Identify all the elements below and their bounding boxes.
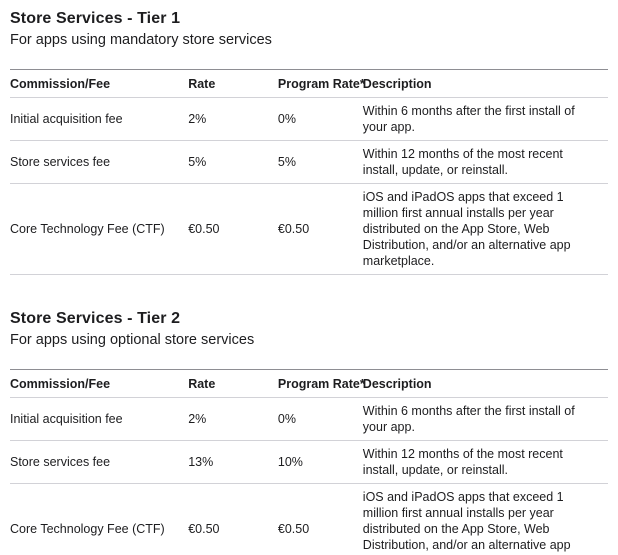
col-header-description: Description bbox=[362, 69, 608, 99]
table-row-initial-acquisition-fee: Initial acquisition fee 2% 0% Within 6 m… bbox=[10, 97, 608, 142]
program-rate-cell: €0.50 bbox=[277, 483, 363, 555]
tier-1-section: Store Services - Tier 1 For apps using m… bbox=[10, 9, 608, 276]
col-header-commission-fee: Commission/Fee bbox=[10, 69, 189, 99]
col-header-commission-fee: Commission/Fee bbox=[10, 369, 189, 399]
rate-cell: 5% bbox=[188, 140, 278, 185]
description-cell: Within 6 months after the first install … bbox=[362, 97, 608, 142]
program-rate-cell: €0.50 bbox=[277, 183, 363, 276]
program-rate-cell: 5% bbox=[277, 140, 363, 185]
rate-cell: €0.50 bbox=[188, 183, 278, 276]
description-cell: Within 6 months after the first install … bbox=[362, 397, 608, 442]
rate-cell: 2% bbox=[188, 97, 278, 142]
table-header-row: Commission/Fee Rate Program Rate* Descri… bbox=[10, 369, 608, 399]
fee-name-cell: Initial acquisition fee bbox=[10, 97, 189, 142]
rate-cell: €0.50 bbox=[188, 483, 278, 555]
program-rate-cell: 0% bbox=[277, 397, 363, 442]
program-rate-cell: 0% bbox=[277, 97, 363, 142]
tier-2-section: Store Services - Tier 2 For apps using o… bbox=[10, 309, 608, 555]
col-header-rate: Rate bbox=[188, 369, 278, 399]
description-cell: Within 12 months of the most recent inst… bbox=[362, 140, 608, 185]
fee-name-cell: Initial acquisition fee bbox=[10, 397, 189, 442]
rate-cell: 2% bbox=[188, 397, 278, 442]
fee-name-cell: Store services fee bbox=[10, 440, 189, 485]
tier-1-subtitle: For apps using mandatory store services bbox=[10, 32, 272, 49]
col-header-description: Description bbox=[362, 369, 608, 399]
table-row-core-technology-fee: Core Technology Fee (CTF) €0.50 €0.50 iO… bbox=[10, 483, 608, 555]
description-cell: iOS and iPadOS apps that exceed 1 millio… bbox=[362, 183, 608, 276]
tier-1-title: Store Services - Tier 1 bbox=[10, 10, 181, 27]
col-header-program-rate: Program Rate* bbox=[277, 69, 365, 99]
fee-name-cell: Core Technology Fee (CTF) bbox=[10, 483, 189, 555]
tier-2-subtitle: For apps using optional store services bbox=[10, 332, 255, 349]
table-row-core-technology-fee: Core Technology Fee (CTF) €0.50 €0.50 iO… bbox=[10, 183, 608, 276]
table-header-row: Commission/Fee Rate Program Rate* Descri… bbox=[10, 69, 608, 99]
col-header-rate: Rate bbox=[188, 69, 278, 99]
fee-name-cell: Core Technology Fee (CTF) bbox=[10, 183, 189, 276]
table-row-store-services-fee: Store services fee 13% 10% Within 12 mon… bbox=[10, 440, 608, 485]
tier-2-title: Store Services - Tier 2 bbox=[10, 310, 181, 328]
program-rate-cell: 10% bbox=[277, 440, 363, 485]
rate-cell: 13% bbox=[188, 440, 278, 485]
col-header-program-rate: Program Rate* bbox=[277, 369, 365, 399]
description-cell: Within 12 months of the most recent inst… bbox=[362, 440, 608, 485]
table-row-store-services-fee: Store services fee 5% 5% Within 12 month… bbox=[10, 140, 608, 185]
fee-name-cell: Store services fee bbox=[10, 140, 189, 185]
tier-2-fees-table: Commission/Fee Rate Program Rate* Descri… bbox=[10, 369, 608, 555]
tier-1-fees-table: Commission/Fee Rate Program Rate* Descri… bbox=[10, 69, 608, 276]
table-row-initial-acquisition-fee: Initial acquisition fee 2% 0% Within 6 m… bbox=[10, 397, 608, 442]
description-cell: iOS and iPadOS apps that exceed 1 millio… bbox=[362, 483, 608, 555]
